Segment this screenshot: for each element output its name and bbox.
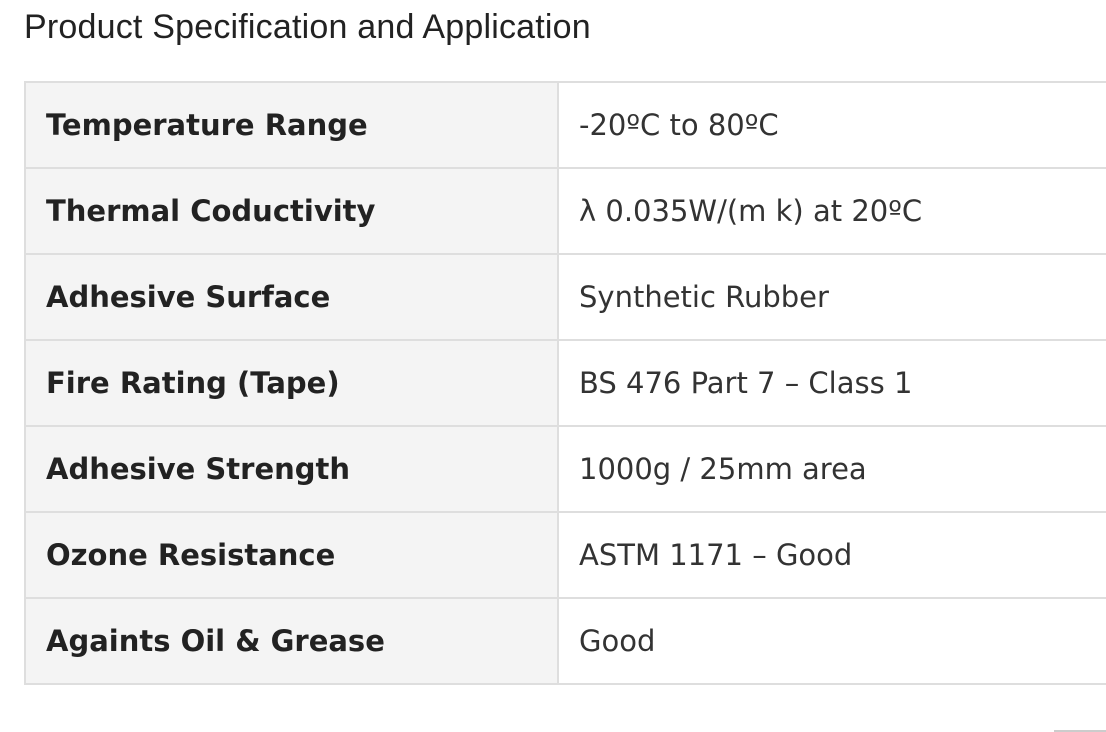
spec-value: Good [557,597,1106,685]
spec-label: Adhesive Strength [24,425,559,513]
section-title: Product Specification and Application [24,8,591,46]
spec-label: Fire Rating (Tape) [24,339,559,427]
spec-table: Temperature Range -20ºC to 80ºC Thermal Co… [24,81,1106,685]
spec-value: -20ºC to 80ºC [557,81,1106,169]
table-row: Againts Oil & Grease Good [24,597,1106,685]
spec-value: BS 476 Part 7 – Class 1 [557,339,1106,427]
table-row: Adhesive Strength 1000g / 25mm area [24,425,1106,513]
spec-label: Thermal Coductivity [24,167,559,255]
table-row: Thermal Coductivity λ 0.035W/(m k) at 20º… [24,167,1106,255]
spec-label: Againts Oil & Grease [24,597,559,685]
spec-label: Adhesive Surface [24,253,559,341]
table-row: Temperature Range -20ºC to 80ºC [24,81,1106,169]
spec-value: ASTM 1171 – Good [557,511,1106,599]
spec-label: Temperature Range [24,81,559,169]
spec-label: Ozone Resistance [24,511,559,599]
table-row: Ozone Resistance ASTM 1171 – Good [24,511,1106,599]
table-row: Adhesive Surface Synthetic Rubber [24,253,1106,341]
spec-value: 1000g / 25mm area [557,425,1106,513]
partial-element [1054,730,1106,732]
spec-value: Synthetic Rubber [557,253,1106,341]
spec-value: λ 0.035W/(m k) at 20ºC [557,167,1106,255]
table-row: Fire Rating (Tape) BS 476 Part 7 – Class … [24,339,1106,427]
